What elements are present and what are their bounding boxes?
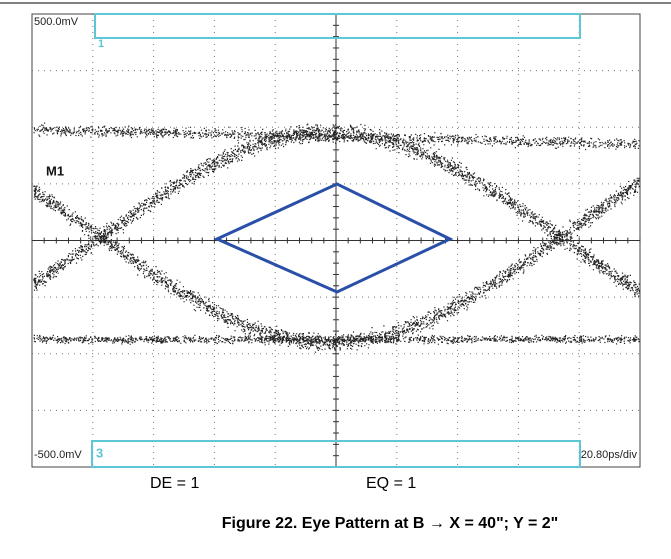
page: 500.0mV 1 M1 -500.0mV 3 20.80ps/div DE =…	[0, 0, 671, 559]
marker-label: M1	[46, 163, 64, 178]
caption: Figure 22. Eye Pattern at B → X = 40"; Y…	[222, 515, 559, 532]
bottom-voltage-label: -500.0mV	[34, 449, 82, 461]
channel-1-marker: 1	[98, 38, 104, 50]
figure: 500.0mV 1 M1 -500.0mV 3 20.80ps/div DE =…	[0, 0, 671, 559]
eq-label: EQ = 1	[366, 475, 416, 492]
de-label: DE = 1	[150, 475, 199, 492]
top-voltage-label: 500.0mV	[34, 16, 79, 28]
timebase-label: 20.80ps/div	[581, 449, 638, 461]
channel-3-marker: 3	[96, 445, 103, 460]
